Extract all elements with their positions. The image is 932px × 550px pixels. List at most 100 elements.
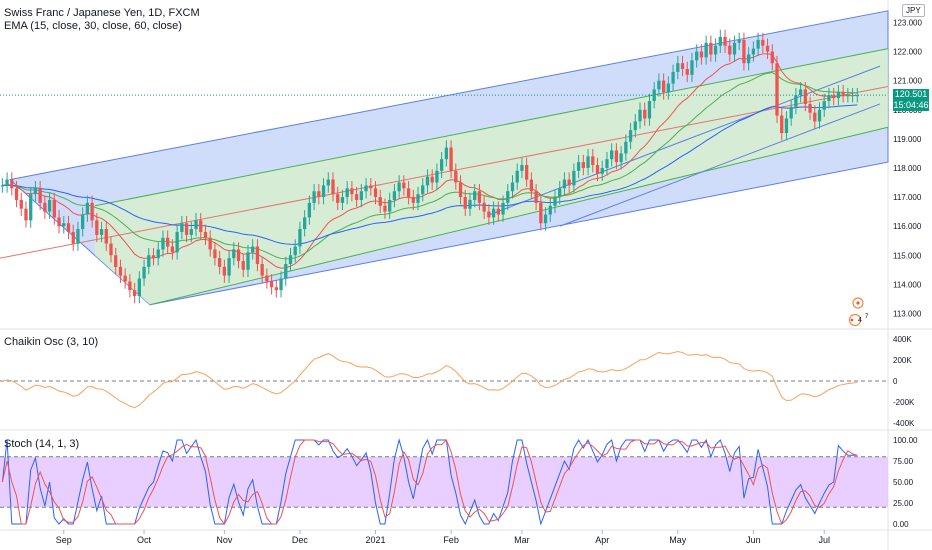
channel-inner-lower: [149, 126, 889, 306]
candle-body: [614, 150, 619, 163]
candle-body: [576, 162, 581, 171]
price-axis-label: 123.000: [893, 18, 922, 27]
candle-body: [539, 202, 543, 224]
candle-body: [473, 191, 477, 200]
candle-body: [444, 147, 449, 160]
candle-body: [180, 223, 184, 232]
candle-body: [591, 156, 595, 166]
candle-body: [142, 266, 146, 279]
candle-body: [132, 290, 137, 296]
candle-body: [808, 103, 812, 113]
candle-body: [14, 188, 19, 200]
candle-body: [624, 141, 628, 154]
price-axis-label: 117.000: [893, 193, 922, 202]
bar-countdown: 15:04:46: [893, 100, 929, 110]
candle-body: [326, 179, 330, 186]
candle-body: [279, 278, 283, 291]
candle-body: [123, 275, 127, 282]
candle-body: [151, 255, 156, 259]
candle-body: [81, 214, 85, 230]
candle-body: [586, 156, 590, 168]
candle-body: [166, 237, 170, 247]
candle-body: [699, 51, 704, 58]
candle-body: [548, 205, 552, 215]
candle-body: [723, 37, 727, 46]
candle-body: [43, 202, 47, 212]
candle-body: [388, 199, 392, 212]
price-axis-label: 119.000: [893, 135, 922, 144]
chaikin-line: [2, 350, 858, 409]
candle-body: [520, 165, 524, 171]
svg-text:4: 4: [858, 317, 862, 324]
candle-body: [364, 185, 368, 192]
candle-body: [402, 182, 406, 189]
candle-body: [66, 223, 71, 232]
stoch-label[interactable]: Stoch (14, 1, 3): [4, 438, 80, 450]
candle-body: [255, 246, 260, 264]
chaikin-axis-label: 400K: [893, 335, 912, 344]
regression-channel-inner-fill: [95, 48, 888, 305]
ema-indicator-label[interactable]: EMA (15, close, 30, close, 60, close): [4, 20, 182, 32]
candle-body: [137, 278, 141, 296]
candle-body: [713, 45, 718, 55]
current-price-badge: 120.501 15:04:46: [893, 89, 929, 111]
candle-body: [47, 199, 52, 212]
chaikin-axis-label: -200K: [893, 398, 915, 407]
ema-60-line: [2, 104, 858, 245]
candle-body: [203, 231, 208, 238]
candle-body: [737, 39, 741, 43]
candle-body: [213, 249, 217, 259]
candle-body: [822, 101, 826, 110]
candle-body: [373, 188, 378, 198]
tradingview-logo-icon[interactable]: 4 7: [846, 296, 870, 330]
candle-body: [756, 39, 760, 49]
candle-body: [610, 150, 614, 160]
candle-body: [227, 258, 231, 276]
time-axis-label: Jun: [746, 535, 761, 545]
channel-inner-upper: [94, 48, 889, 207]
candle-body: [676, 63, 680, 72]
candle-body: [439, 159, 444, 171]
time-axis-label: Feb: [443, 535, 459, 545]
currency-badge[interactable]: JPY: [902, 4, 925, 17]
time-axis-label: Apr: [595, 535, 609, 545]
candle-body: [175, 231, 179, 253]
candle-body: [340, 197, 345, 203]
candle-body: [600, 167, 604, 174]
candle-body: [567, 179, 571, 186]
candle-body: [85, 202, 90, 215]
candle-body: [274, 287, 278, 291]
candle-body: [71, 231, 75, 244]
candle-body: [29, 194, 33, 221]
time-axis-label: Oct: [137, 535, 152, 545]
candle-body: [430, 176, 434, 183]
chaikin-label[interactable]: Chaikin Osc (3, 10): [4, 336, 99, 348]
candle-body: [761, 39, 765, 46]
candle-body: [515, 170, 519, 183]
candle-body: [841, 92, 845, 96]
candle-body: [345, 188, 349, 198]
candle-body: [803, 89, 807, 104]
time-axis-label: Nov: [216, 535, 233, 545]
candle-body: [496, 208, 500, 215]
candle-body: [817, 109, 822, 122]
price-axis-label: 118.000: [893, 164, 922, 173]
candle-body: [775, 63, 779, 116]
candle-body: [458, 182, 463, 198]
candle-body: [57, 217, 61, 227]
candle-body: [199, 220, 203, 232]
candle-body: [435, 170, 439, 183]
candle-body: [38, 188, 42, 203]
candle-body: [562, 179, 567, 189]
candle-body: [189, 229, 193, 235]
candle-body: [638, 109, 642, 122]
candle-body: [236, 249, 241, 262]
candle-body: [288, 255, 293, 264]
candle-body: [827, 95, 831, 102]
candle-body: [208, 237, 212, 250]
price-axis-label: 121.000: [893, 77, 922, 86]
stoch-axis-label: 100.00: [893, 436, 918, 445]
candle-body: [534, 191, 538, 203]
candle-body: [411, 197, 415, 203]
